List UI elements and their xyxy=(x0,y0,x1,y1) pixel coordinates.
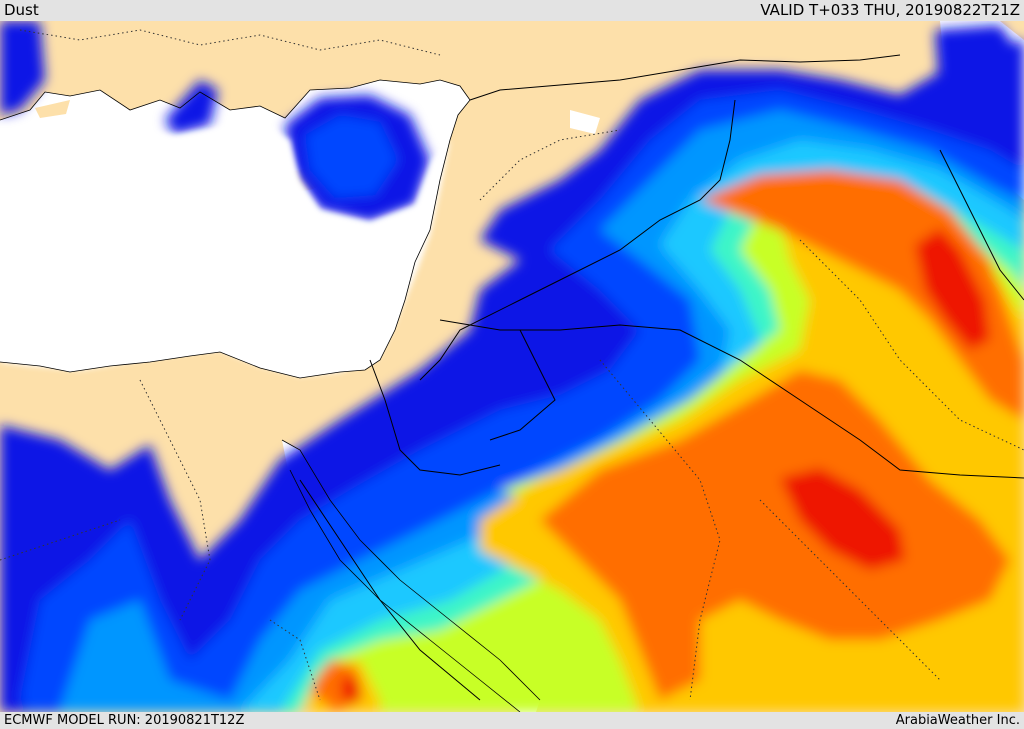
model-run-label: ECMWF MODEL RUN: 20190821T12Z xyxy=(4,713,245,728)
footer-bar: ECMWF MODEL RUN: 20190821T12Z ArabiaWeat… xyxy=(0,712,1024,729)
island xyxy=(35,100,70,118)
dust-field xyxy=(0,21,1024,712)
credit-label: ArabiaWeather Inc. xyxy=(895,713,1020,728)
dust-forecast-map[interactable] xyxy=(0,21,1024,712)
lake xyxy=(570,110,600,134)
coastlines xyxy=(0,79,541,712)
sub-borders xyxy=(0,29,1024,701)
map-title: Dust xyxy=(4,1,39,19)
header-bar: Dust VALID T+033 THU, 20190822T21Z xyxy=(0,0,1024,21)
valid-time: VALID T+033 THU, 20190822T21Z xyxy=(760,1,1020,19)
